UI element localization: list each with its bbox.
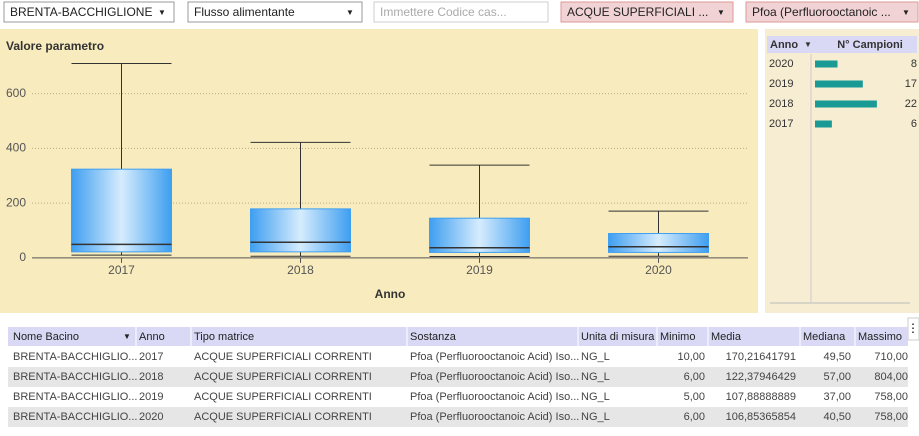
table-cell: BRENTA-BACCHIGLIO... [13, 371, 137, 383]
y-tick-label: 600 [6, 86, 26, 100]
menu-icon: ⋮ [907, 321, 919, 335]
table-header[interactable]: Nome Bacino [13, 331, 79, 343]
filter-text: Pfoa (Perfluorooctanoic ... [752, 5, 891, 19]
dropdown-arrow: ▼ [717, 8, 725, 17]
y-tick-label: 200 [6, 195, 26, 209]
x-tick-label: 2017 [108, 263, 135, 277]
table-header[interactable]: Mediana [803, 331, 846, 343]
table-header[interactable]: Anno [139, 331, 165, 343]
sort-icon: ▼ [804, 40, 812, 49]
value-label: 8 [911, 58, 917, 70]
sort-icon: ▼ [123, 332, 131, 341]
row-label: 2017 [769, 118, 793, 130]
x-tick-label: 2018 [287, 263, 314, 277]
x-tick-label: 2019 [466, 263, 493, 277]
bar[interactable] [815, 61, 838, 68]
table-cell: NG_L [581, 391, 610, 403]
table-cell: 6,00 [684, 371, 705, 383]
table-cell: 107,88888889 [726, 391, 796, 403]
table-cell: NG_L [581, 411, 610, 423]
table-header[interactable]: Media [711, 331, 742, 343]
table-cell: 122,37946429 [726, 371, 796, 383]
table-cell: Pfoa (Perfluorooctanoic Acid) Iso... [410, 391, 579, 403]
dropdown-arrow: ▼ [346, 8, 354, 17]
table-cell: 37,00 [823, 391, 851, 403]
table-cell: 758,00 [874, 391, 908, 403]
box[interactable] [609, 234, 709, 253]
filter-text: BRENTA-BACCHIGLIONE [10, 5, 152, 19]
table-cell: 10,00 [677, 351, 705, 363]
x-tick-label: 2020 [645, 263, 672, 277]
table-cell: 2017 [139, 351, 163, 363]
table-cell: Pfoa (Perfluorooctanoic Acid) Iso... [410, 351, 579, 363]
table-cell: 170,21641791 [726, 351, 796, 363]
table-cell: 2019 [139, 391, 163, 403]
table-cell: Pfoa (Perfluorooctanoic Acid) Iso... [410, 371, 579, 383]
row-label: 2020 [769, 58, 793, 70]
table-cell: BRENTA-BACCHIGLIO... [13, 351, 137, 363]
value-label: 17 [905, 78, 917, 90]
table-cell: NG_L [581, 351, 610, 363]
column-header[interactable]: Anno [770, 39, 798, 51]
filter-text: Flusso alimentante [194, 5, 295, 19]
table-header[interactable]: Massimo [858, 331, 902, 343]
row-label: 2018 [769, 98, 793, 110]
bar[interactable] [815, 81, 863, 88]
value-label: 22 [905, 98, 917, 110]
table-cell: 57,00 [823, 371, 851, 383]
filter-text: ACQUE SUPERFICIALI ... [567, 5, 708, 19]
table-cell: ACQUE SUPERFICIALI CORRENTI [194, 391, 372, 403]
table-cell: 2018 [139, 371, 163, 383]
box[interactable] [251, 209, 351, 252]
filter-text: Immettere Codice cas... [380, 5, 507, 19]
dropdown-arrow: ▼ [158, 8, 166, 17]
bar[interactable] [815, 101, 877, 108]
table-cell: BRENTA-BACCHIGLIO... [13, 391, 137, 403]
table-cell: 106,85365854 [726, 411, 796, 423]
dropdown-arrow: ▼ [902, 8, 910, 17]
x-axis-label: Anno [375, 287, 406, 301]
y-tick-label: 400 [6, 141, 26, 155]
table-header[interactable]: Sostanza [410, 331, 457, 343]
table-cell: 40,50 [823, 411, 851, 423]
table-header[interactable]: Minimo [660, 331, 695, 343]
table-cell: 6,00 [684, 411, 705, 423]
table-cell: ACQUE SUPERFICIALI CORRENTI [194, 351, 372, 363]
table-cell: 5,00 [684, 391, 705, 403]
table-header[interactable]: Tipo matrice [194, 331, 254, 343]
box[interactable] [72, 169, 172, 252]
table-cell: 758,00 [874, 411, 908, 423]
table-cell: ACQUE SUPERFICIALI CORRENTI [194, 411, 372, 423]
row-label: 2019 [769, 78, 793, 90]
table-cell: 2020 [139, 411, 163, 423]
table-cell: ACQUE SUPERFICIALI CORRENTI [194, 371, 372, 383]
chart-title: Valore parametro [6, 39, 104, 53]
table-header[interactable]: Unita di misura [581, 331, 655, 343]
side-panel [765, 29, 919, 313]
table-cell: NG_L [581, 371, 610, 383]
table-cell: Pfoa (Perfluorooctanoic Acid) Iso... [410, 411, 579, 423]
y-tick-label: 0 [19, 250, 26, 264]
value-label: 6 [911, 118, 917, 130]
column-header[interactable]: N° Campioni [837, 39, 903, 51]
table-cell: BRENTA-BACCHIGLIO... [13, 411, 137, 423]
table-cell: 710,00 [874, 351, 908, 363]
bar[interactable] [815, 121, 832, 128]
table-cell: 49,50 [823, 351, 851, 363]
table-cell: 804,00 [874, 371, 908, 383]
